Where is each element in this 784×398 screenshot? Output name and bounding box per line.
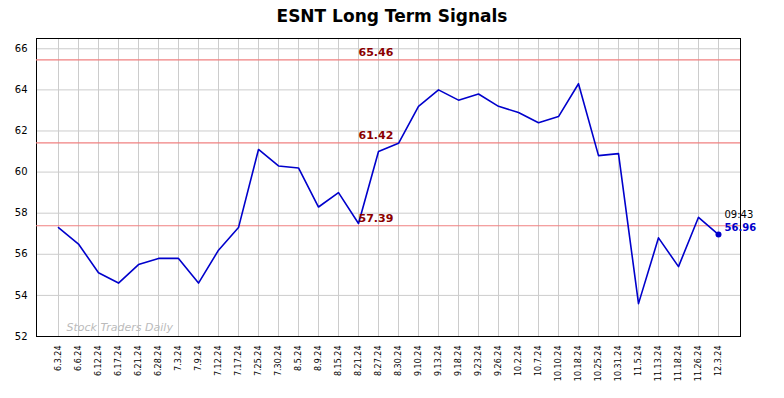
svg-text:Stock Traders Daily: Stock Traders Daily [67,321,174,334]
svg-text:6.28.24: 6.28.24 [154,346,163,377]
svg-text:8.21.24: 8.21.24 [354,346,363,377]
svg-text:11.18.24: 11.18.24 [674,346,683,382]
svg-text:66: 66 [15,43,28,54]
svg-text:11.13.24: 11.13.24 [654,346,663,382]
svg-text:54: 54 [15,290,28,301]
svg-text:65.46: 65.46 [359,46,394,59]
svg-text:12.3.24: 12.3.24 [714,346,723,377]
svg-text:7.17.24: 7.17.24 [234,346,243,377]
svg-text:8.5.24: 8.5.24 [294,346,303,371]
svg-text:10.7.24: 10.7.24 [534,346,543,377]
svg-text:8.15.24: 8.15.24 [334,346,343,377]
svg-text:58: 58 [15,207,28,218]
svg-text:9.10.24: 9.10.24 [414,346,423,377]
svg-text:7.9.24: 7.9.24 [194,346,203,371]
svg-text:9.18.24: 9.18.24 [454,346,463,377]
svg-text:11.26.24: 11.26.24 [694,346,703,382]
svg-text:10.2.24: 10.2.24 [514,346,523,377]
svg-text:56.96: 56.96 [725,222,757,233]
svg-text:8.30.24: 8.30.24 [394,346,403,377]
svg-text:6.6.24: 6.6.24 [74,346,83,371]
svg-text:6.21.24: 6.21.24 [134,346,143,377]
svg-text:6.3.24: 6.3.24 [54,346,63,371]
svg-text:9.26.24: 9.26.24 [494,346,503,377]
svg-text:11.5.24: 11.5.24 [634,346,643,377]
svg-text:09:43: 09:43 [725,209,754,220]
svg-text:9.23.24: 9.23.24 [474,346,483,377]
svg-text:6.12.24: 6.12.24 [94,346,103,377]
svg-text:7.3.24: 7.3.24 [174,346,183,371]
svg-text:10.10.24: 10.10.24 [554,346,563,382]
svg-text:8.9.24: 8.9.24 [314,346,323,371]
svg-text:7.12.24: 7.12.24 [214,346,223,377]
svg-text:7.25.24: 7.25.24 [254,346,263,377]
svg-text:9.13.24: 9.13.24 [434,346,443,377]
svg-text:8.27.24: 8.27.24 [374,346,383,377]
html-text:ESNT Long Term Signals: ESNT Long Term Signals [276,6,508,26]
svg-text:6.17.24: 6.17.24 [114,346,123,377]
svg-text:52: 52 [15,331,28,342]
svg-text:10.18.24: 10.18.24 [574,346,583,382]
svg-text:7.30.24: 7.30.24 [274,346,283,377]
svg-text:61.42: 61.42 [359,129,394,142]
svg-text:10.31.24: 10.31.24 [614,346,623,382]
svg-text:62: 62 [15,125,28,136]
svg-text:60: 60 [15,166,28,177]
svg-text:57.39: 57.39 [359,212,394,225]
svg-text:64: 64 [15,84,28,95]
svg-text:10.25.24: 10.25.24 [594,346,603,382]
svg-text:56: 56 [15,248,28,259]
